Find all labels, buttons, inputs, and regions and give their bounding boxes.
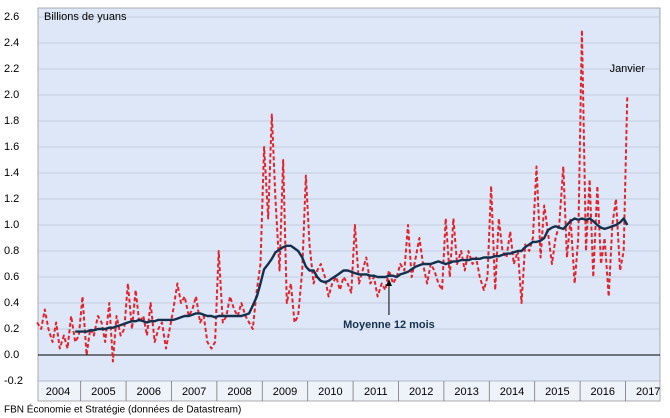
- monthly-line: [36, 29, 629, 363]
- y-tick-label: 2.2: [4, 63, 19, 75]
- annotation: Janvier: [610, 63, 646, 75]
- x-tick-label: 2010: [318, 386, 342, 398]
- x-tick-label: 2005: [91, 386, 115, 398]
- y-tick-label: 2.4: [4, 37, 19, 49]
- moving-average-line: [75, 217, 629, 333]
- y-tick-label: 1.0: [4, 219, 19, 231]
- y-tick-label: 0.0: [4, 349, 19, 361]
- y-axis-label: Billions de yuans: [44, 11, 127, 23]
- annotation: Moyenne 12 mois: [343, 319, 435, 331]
- y-tick-label: 0.2: [4, 323, 19, 335]
- x-tick-label: 2008: [227, 386, 251, 398]
- x-tick-label: 2009: [273, 386, 297, 398]
- y-tick-label: 0.6: [4, 271, 19, 283]
- y-tick-label: 2.0: [4, 89, 19, 101]
- y-tick-label: 1.4: [4, 167, 19, 179]
- x-tick-label: 2011: [364, 386, 388, 398]
- x-tick-label: 2012: [409, 386, 433, 398]
- y-tick-label: 2.6: [4, 11, 19, 23]
- y-tick-label: 0.4: [4, 297, 19, 309]
- y-tick-label: 0.8: [4, 245, 19, 257]
- x-tick-label: 2016: [591, 386, 615, 398]
- x-tick-label: 2007: [182, 386, 206, 398]
- y-tick-label: 1.6: [4, 141, 19, 153]
- y-tick-label: 1.8: [4, 115, 19, 127]
- x-tick-label: 2013: [454, 386, 478, 398]
- x-tick-label: 2004: [46, 386, 70, 398]
- annotation-arrowhead: [385, 279, 392, 286]
- y-tick-label: 1.2: [4, 193, 19, 205]
- x-tick-label: 2014: [500, 386, 524, 398]
- x-tick-label: 2006: [137, 386, 161, 398]
- source: FBN Économie et Stratégie (données de Da…: [4, 403, 241, 416]
- x-tick-label: 2017: [636, 386, 660, 398]
- x-tick-label: 2015: [545, 386, 569, 398]
- y-tick-label: -0.2: [4, 375, 23, 387]
